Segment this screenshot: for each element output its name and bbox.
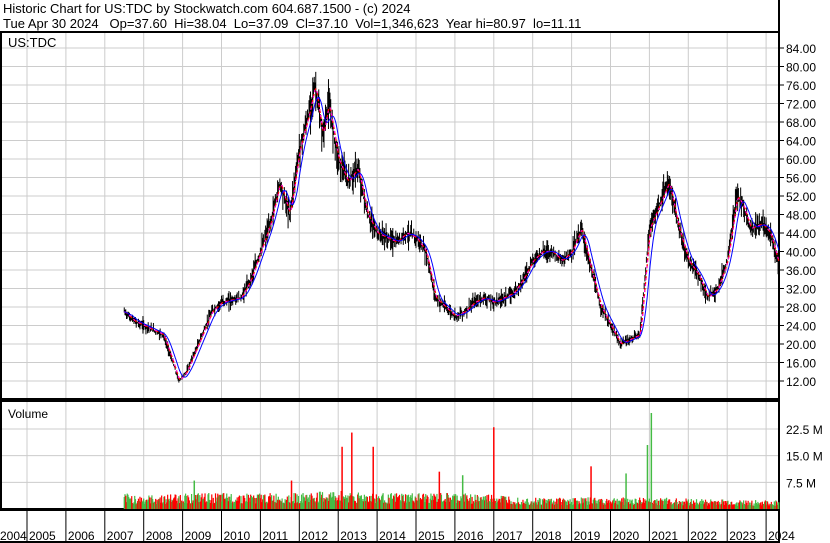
year-label: 2016 [457,529,484,543]
year-label: 2021 [651,529,678,543]
y-tick-label: 60.00 [786,153,816,167]
y-tick-label: 40.00 [786,246,816,260]
y-tick-label: 28.00 [786,301,816,315]
year-label: 2008 [146,529,173,543]
year-label: 2013 [340,529,367,543]
year-label: 2014 [379,529,406,543]
y-tick-label: 24.00 [786,320,816,334]
chart-title: Historic Chart for US:TDC by Stockwatch.… [3,1,411,16]
year-label: 2011 [262,529,288,543]
volume-tick-label: 7.5 M [786,476,816,490]
year-label: 2007 [107,529,134,543]
year-label: 2012 [301,529,328,543]
y-tick-label: 76.00 [786,79,816,93]
year-label: 2009 [185,529,212,543]
symbol-label: US:TDC [8,35,56,50]
volume-tick-label: 22.5 M [786,423,823,437]
short-moving-average [123,87,780,381]
year-label: 2010 [224,529,251,543]
y-tick-label: 84.00 [786,42,816,56]
year-label: 2015 [418,529,445,543]
volume-label: Volume [8,407,48,421]
y-tick-label: 36.00 [786,264,816,278]
year-label: 2017 [496,529,523,543]
y-tick-label: 20.00 [786,338,816,352]
year-label: 2022 [690,529,717,543]
y-tick-label: 64.00 [786,135,816,149]
volume-panel [0,400,780,510]
y-tick-label: 52.00 [786,190,816,204]
year-label: 2004 [0,529,27,543]
year-label: 2018 [535,529,562,543]
y-tick-label: 32.00 [786,283,816,297]
year-label: 2024 [768,529,795,543]
y-tick-label: 16.00 [786,357,816,371]
y-tick-label: 12.00 [786,375,816,389]
quote-line: Tue Apr 30 2024 Op=37.60 Hi=38.04 Lo=37.… [3,16,582,31]
year-label: 2020 [613,529,640,543]
year-label: 2019 [574,529,601,543]
volume-tick-label: 15.0 M [786,450,823,464]
year-label: 2005 [29,529,56,543]
long-moving-average [124,96,780,378]
y-tick-label: 56.00 [786,172,816,186]
y-tick-label: 48.00 [786,209,816,223]
y-tick-label: 72.00 [786,98,816,112]
y-tick-label: 44.00 [786,227,816,241]
year-label: 2023 [729,529,756,543]
y-tick-label: 68.00 [786,116,816,130]
year-label: 2006 [68,529,95,543]
y-tick-label: 80.00 [786,61,816,75]
